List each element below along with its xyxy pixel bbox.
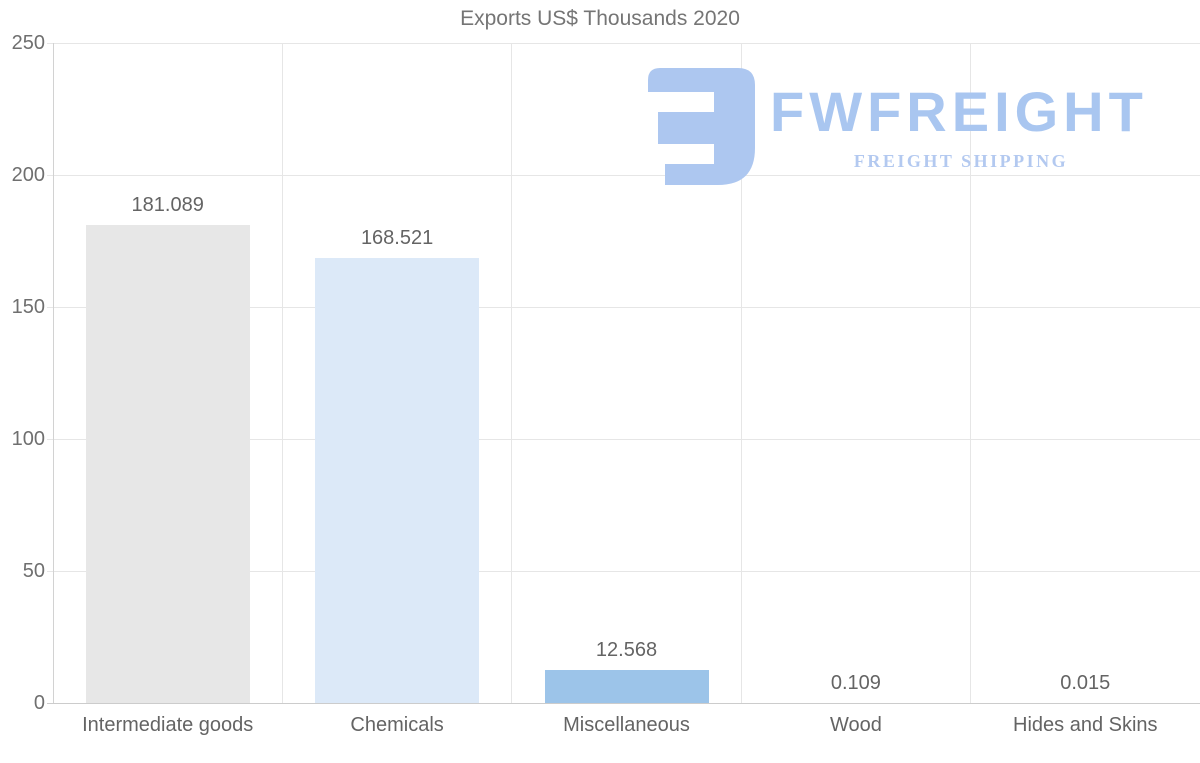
y-axis-tick-label: 100 (11, 428, 45, 450)
bar-intermediate-goods (85, 224, 250, 703)
y-gridline (47, 174, 1200, 176)
x-axis-label-hides-and-skins: Hides and Skins (1013, 714, 1158, 736)
y-axis-tick-label: 0 (33, 692, 45, 714)
value-label-chemicals: 168.521 (360, 227, 434, 250)
value-label-miscellaneous: 12.568 (595, 638, 658, 661)
chart-title: Exports US$ Thousands 2020 (460, 7, 740, 30)
brand-text-block: FWFREIGHT FREIGHT SHIPPING (770, 68, 1152, 172)
x-axis-label-miscellaneous: Miscellaneous (563, 714, 690, 736)
x-axis-label-chemicals: Chemicals (350, 714, 444, 736)
category-gridline (281, 43, 283, 703)
x-axis-label-intermediate-goods: Intermediate goods (82, 714, 254, 736)
category-gridline (511, 43, 513, 703)
brand-name: FWFREIGHT (770, 80, 1148, 143)
y-axis-tick-label: 250 (11, 32, 45, 54)
value-label-wood: 0.109 (830, 671, 881, 694)
value-label-intermediate-goods: 181.089 (131, 193, 204, 216)
x-axis-line (47, 702, 1200, 704)
category-gridline (970, 43, 972, 703)
bar-miscellaneous (544, 669, 709, 703)
y-axis-tick-label: 200 (11, 164, 45, 186)
y-gridline (47, 570, 1200, 572)
y-axis-tick-label: 50 (22, 560, 45, 582)
fwfreight-logo-icon (648, 68, 755, 185)
brand-watermark: FWFREIGHT FREIGHT SHIPPING (648, 68, 1152, 185)
y-gridline (47, 306, 1200, 308)
y-axis-line (53, 43, 54, 703)
bar-chemicals (315, 258, 480, 703)
value-label-hides-and-skins: 0.015 (1060, 671, 1111, 694)
brand-tagline: FREIGHT SHIPPING (853, 151, 1069, 171)
category-gridline (740, 43, 742, 703)
y-axis-tick-label: 150 (11, 296, 45, 318)
y-gridline (47, 42, 1200, 44)
y-gridline (47, 438, 1200, 440)
x-axis-label-wood: Wood (829, 714, 882, 736)
